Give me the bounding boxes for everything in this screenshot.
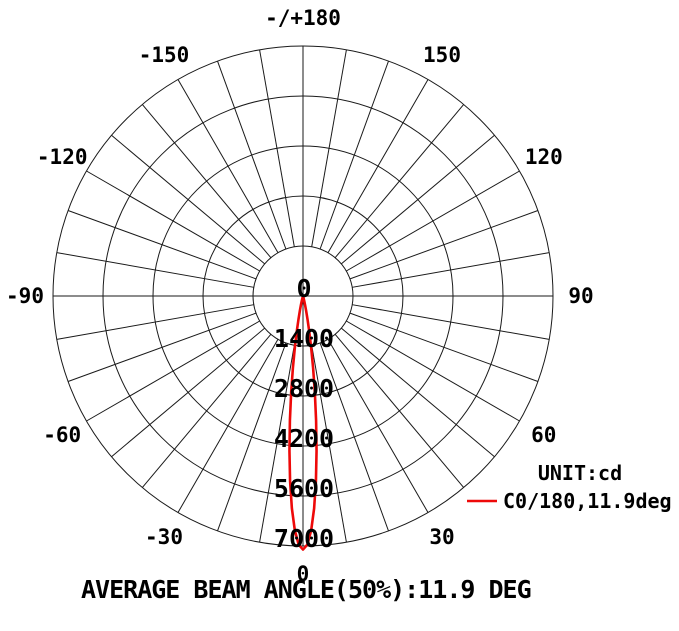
grid-radial-line bbox=[346, 320, 520, 422]
grid-radial-line bbox=[67, 210, 257, 280]
grid-radial-line bbox=[340, 134, 495, 265]
beam-curve-layer bbox=[288, 295, 318, 551]
grid-radial-line bbox=[311, 345, 347, 543]
ring-value-label: 1400 bbox=[274, 324, 334, 353]
angle-label: 120 bbox=[525, 145, 563, 169]
grid-radial-line bbox=[346, 170, 520, 272]
ring-value-label: 5600 bbox=[274, 474, 334, 503]
grid-radial-line bbox=[352, 304, 550, 340]
ring-value-label: 4200 bbox=[274, 424, 334, 453]
angle-label: 150 bbox=[423, 43, 461, 67]
grid-radial-line bbox=[327, 79, 429, 253]
angle-label: -150 bbox=[139, 43, 190, 67]
beam-intensity-curve bbox=[288, 295, 318, 551]
grid-radial-line bbox=[259, 345, 295, 543]
angle-label: 0 bbox=[297, 562, 310, 586]
angle-label: -/+180 bbox=[265, 6, 341, 30]
angle-label: -120 bbox=[37, 145, 88, 169]
grid-radial-line bbox=[349, 312, 539, 382]
grid-radial-line bbox=[177, 339, 279, 513]
ring-value-label: 7000 bbox=[274, 524, 334, 553]
grid-radial-line bbox=[319, 342, 389, 532]
average-beam-angle-text: AVERAGE BEAM ANGLE(50%):11.9 DEG bbox=[81, 575, 531, 604]
grid-radial-line bbox=[327, 339, 429, 513]
grid-radial-line bbox=[111, 327, 266, 458]
grid-radial-line bbox=[349, 210, 539, 280]
grid-radial-line bbox=[141, 333, 272, 488]
grid-radial-line bbox=[56, 252, 254, 288]
grid-radial-line bbox=[86, 170, 260, 272]
angle-label: -90 bbox=[6, 284, 44, 308]
polar-grid bbox=[52, 45, 554, 547]
grid-radial-line bbox=[177, 79, 279, 253]
legend-entry-label: C0/180,11.9deg bbox=[503, 489, 672, 513]
grid-radial-line bbox=[141, 104, 272, 259]
grid-radial-line bbox=[217, 342, 287, 532]
angle-label: 30 bbox=[429, 525, 454, 549]
grid-radial-line bbox=[259, 49, 295, 247]
chart-labels: 0 30 60 90 120 150 -/+180 -150 -120 -90 -60 -30 0 140… bbox=[6, 6, 594, 586]
angle-label: -30 bbox=[145, 525, 183, 549]
ring-value-label: 2800 bbox=[274, 374, 334, 403]
grid-radial-line bbox=[340, 327, 495, 458]
angle-label: 90 bbox=[568, 284, 593, 308]
grid-radial-line bbox=[319, 60, 389, 250]
unit-label: UNIT:cd bbox=[538, 461, 622, 485]
grid-radial-line bbox=[111, 134, 266, 265]
grid-radial-line bbox=[56, 304, 254, 340]
grid-radial-line bbox=[217, 60, 287, 250]
grid-radial-line bbox=[334, 333, 465, 488]
angle-label: 60 bbox=[531, 423, 556, 447]
grid-radial-line bbox=[67, 312, 257, 382]
grid-radial-line bbox=[334, 104, 465, 259]
grid-radial-line bbox=[86, 320, 260, 422]
grid-radial-line bbox=[352, 252, 550, 288]
ring-value-label: 0 bbox=[296, 274, 311, 303]
grid-radial-line bbox=[311, 49, 347, 247]
angle-label: -60 bbox=[43, 423, 81, 447]
